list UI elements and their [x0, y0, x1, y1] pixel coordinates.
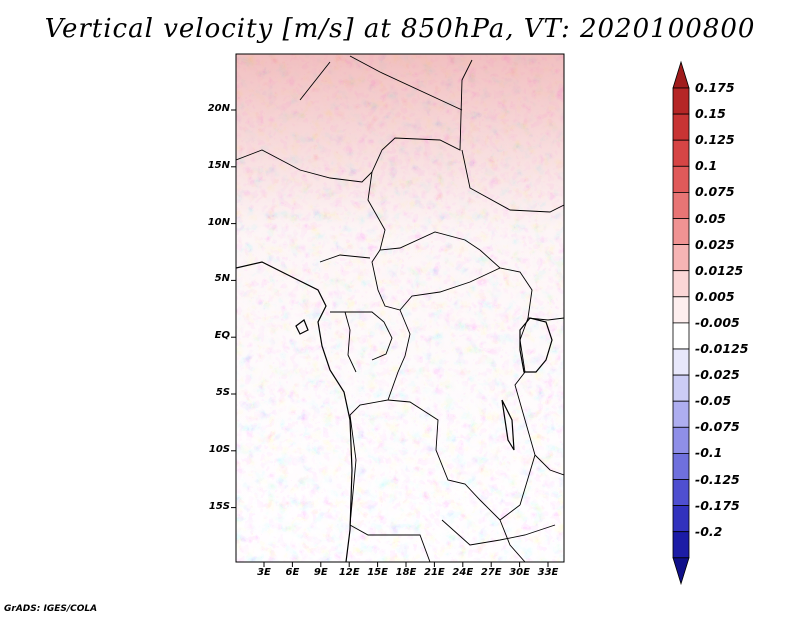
- y-tick-label: 5N: [214, 273, 230, 285]
- colorbar-label: -0.05: [695, 393, 732, 409]
- y-tick-label: 10N: [207, 216, 230, 228]
- colorbar-swatch: [672, 244, 690, 272]
- x-tick-label: 24E: [452, 567, 474, 578]
- x-tick-label: 9E: [313, 567, 328, 578]
- colorbar-label: -0.0125: [695, 341, 749, 356]
- colorbar-label: -0.125: [695, 471, 740, 487]
- y-tick-label: 10S: [208, 443, 230, 455]
- map-title: Vertical velocity [m/s] at 850hPa, VT: 2…: [44, 14, 756, 44]
- colorbar-label: 0.0125: [695, 262, 744, 278]
- y-tick-label: EQ: [214, 330, 230, 342]
- colorbar-swatch: [672, 113, 690, 141]
- x-tick-label: 27E: [480, 567, 502, 578]
- colorbar-swatch: [672, 348, 690, 376]
- x-tick-label: 30E: [509, 567, 530, 578]
- colorbar-swatch: [672, 374, 690, 402]
- x-tick-label: 6E: [285, 567, 300, 578]
- colorbar-swatch: [672, 505, 690, 533]
- colorbar-swatch: [672, 452, 690, 480]
- x-tick-label: 33E: [537, 567, 559, 578]
- colorbar-label: -0.025: [695, 367, 740, 383]
- x-tick-label: 18E: [395, 567, 417, 578]
- colorbar-label: 0.075: [695, 184, 735, 200]
- colorbar-swatch: [672, 60, 690, 89]
- y-tick-label: 5S: [215, 387, 230, 398]
- x-tick-label: 15E: [367, 567, 388, 578]
- colorbar-label: 0.05: [695, 210, 726, 226]
- colorbar-label: 0.025: [695, 236, 735, 252]
- colorbar-swatch: [672, 531, 690, 559]
- colorbar-swatch: [672, 322, 690, 350]
- y-tick-label: 15S: [208, 500, 230, 512]
- coastlines: [236, 261, 553, 562]
- colorbar-label: -0.2: [695, 523, 723, 539]
- country-borders: [236, 55, 564, 562]
- map-frame: [235, 53, 565, 563]
- x-tick-label: 12E: [338, 567, 360, 578]
- colorbar-label: 0.15: [695, 106, 726, 122]
- colorbar-swatch: [672, 165, 690, 193]
- vertical-velocity-field: [236, 54, 564, 562]
- colorbar-swatch: [672, 270, 690, 298]
- x-tick-label: 21E: [424, 567, 445, 578]
- colorbar-label: 0.175: [695, 80, 735, 95]
- colorbar-swatch: [672, 400, 690, 428]
- colorbar: [672, 60, 690, 586]
- x-tick-label: 3E: [257, 567, 271, 578]
- colorbar-label: -0.175: [695, 497, 740, 513]
- colorbar-swatch: [672, 296, 690, 324]
- colorbar-swatch: [672, 426, 690, 454]
- colorbar-swatch: [672, 218, 690, 246]
- colorbar-label: -0.005: [695, 314, 740, 330]
- colorbar-swatch: [672, 87, 690, 115]
- colorbar-swatch: [672, 557, 690, 586]
- grads-credit: GrADS: IGES/COLA: [4, 604, 98, 614]
- colorbar-swatch: [672, 479, 690, 507]
- colorbar-label: -0.075: [695, 419, 740, 435]
- colorbar-label: -0.1: [695, 445, 723, 461]
- axis-ticks: [231, 109, 549, 567]
- colorbar-label: 0.005: [695, 288, 735, 304]
- colorbar-label: 0.1: [695, 158, 718, 174]
- y-tick-label: 15N: [207, 159, 230, 171]
- colorbar-label: 0.125: [695, 132, 735, 148]
- colorbar-swatch: [672, 191, 690, 219]
- colorbar-swatch: [672, 139, 690, 167]
- y-tick-label: 20N: [207, 103, 230, 114]
